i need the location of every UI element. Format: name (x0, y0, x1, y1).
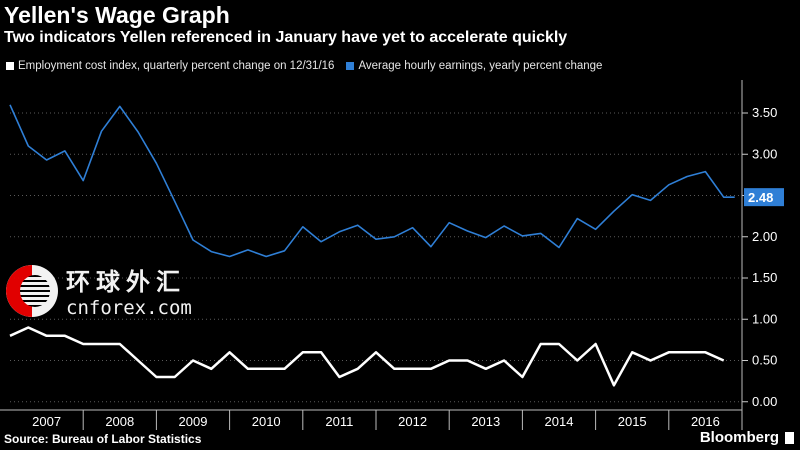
x-tick-label: 2009 (179, 414, 208, 429)
y-tick-label: 2.00 (752, 229, 777, 244)
legend-label-earnings: Average hourly earnings, yearly percent … (358, 60, 603, 72)
source-note: Source: Bureau of Labor Statistics (4, 432, 202, 446)
x-tick-label: 2013 (471, 414, 500, 429)
chart-subtitle: Two indicators Yellen referenced in Janu… (4, 29, 568, 46)
legend-swatch-earnings (346, 62, 355, 70)
y-tick-label: 3.50 (752, 105, 777, 120)
legend-item-earnings: Average hourly earnings, yearly percent … (346, 60, 602, 72)
x-tick-label: 2008 (105, 414, 134, 429)
x-tick-label: 2007 (32, 414, 61, 429)
x-tick-label: 2011 (325, 414, 353, 429)
last-value-badge (744, 188, 784, 207)
legend-label-eci: Employment cost index, quarterly percent… (18, 60, 335, 72)
y-tick-label: 0.00 (752, 394, 777, 409)
legend: Employment cost index, quarterly percent… (6, 60, 602, 72)
x-tick-label: 2015 (618, 414, 647, 429)
earnings-line (9, 104, 735, 258)
last-value-label: 2.48 (748, 190, 773, 205)
brand: Bloomberg (700, 429, 794, 446)
x-tick-label: 2012 (398, 414, 427, 429)
y-tick-label: 1.50 (752, 270, 777, 285)
x-tick-label: 2010 (252, 414, 281, 429)
brand-name: Bloomberg (699, 429, 779, 446)
y-tick-label: 3.00 (752, 146, 777, 161)
y-tick-label: 1.00 (752, 311, 777, 326)
eci-line (9, 326, 725, 387)
legend-swatch-eci (6, 62, 14, 70)
legend-item-eci: Employment cost index, quarterly percent… (6, 60, 334, 72)
x-tick-label: 2014 (545, 414, 574, 429)
brand-mark-icon (785, 431, 794, 444)
chart-title: Yellen's Wage Graph (4, 2, 230, 28)
watermark-logo-icon (6, 264, 58, 317)
watermark-site: cnforex.com (66, 297, 192, 319)
x-tick-label: 2016 (691, 414, 720, 429)
y-tick-label: 0.50 (752, 353, 777, 368)
watermark-text: 环球外汇 cnforex.com (66, 262, 192, 319)
watermark: 环球外汇 cnforex.com (6, 262, 192, 319)
watermark-chinese: 环球外汇 (66, 268, 186, 296)
